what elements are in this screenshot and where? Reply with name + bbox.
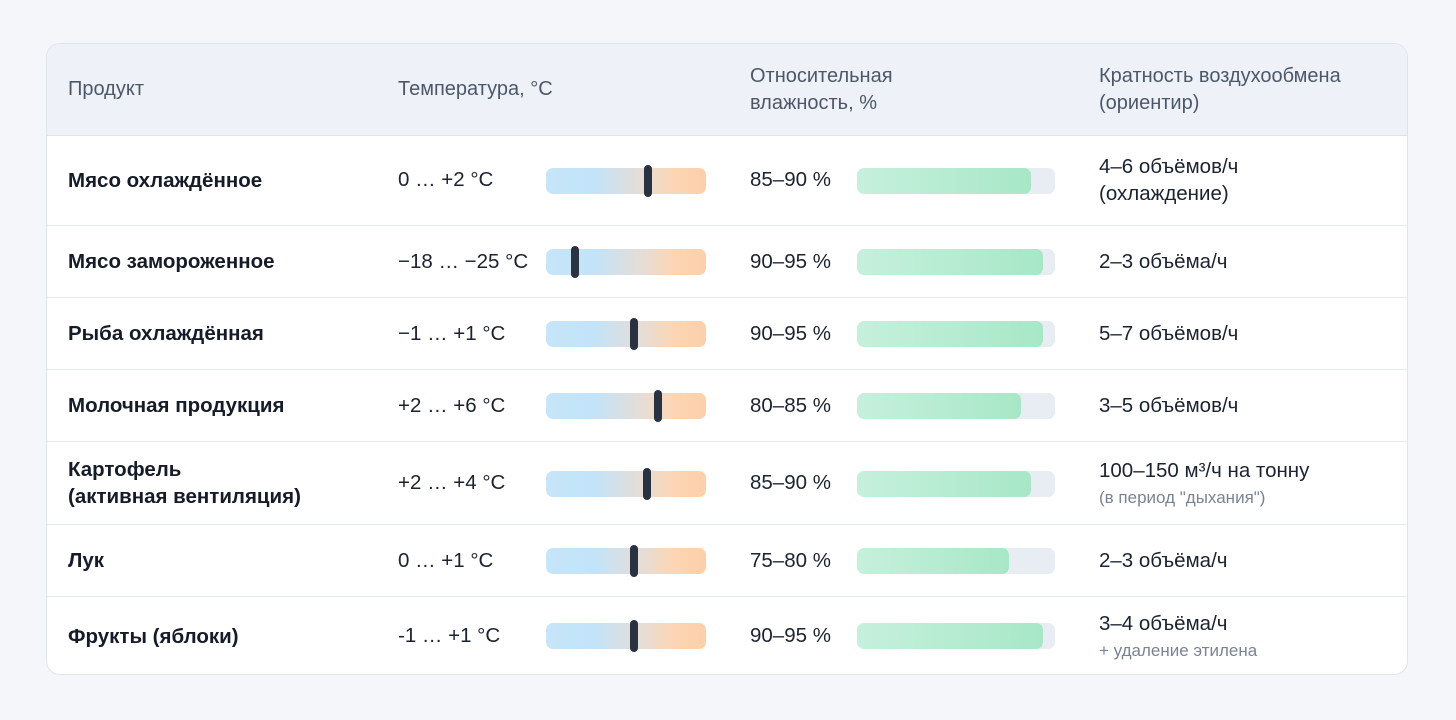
air-exchange-value: 5–7 объёмов/ч <box>1099 322 1239 345</box>
humidity-bar-fill <box>857 321 1044 347</box>
humidity-range: 90–95 % <box>750 624 831 647</box>
temperature-marker <box>654 390 662 422</box>
temperature-marker <box>570 246 579 278</box>
temperature-cell <box>47 135 1407 225</box>
temperature-range: +2 … +6 °С <box>398 393 506 417</box>
air-exchange-cell: 3–4 объёма/ч + удаление этилена <box>1099 597 1258 674</box>
humidity-bar-fill <box>857 393 1022 419</box>
air-exchange-cell: 4–6 объёмов/ч (охлаждение) <box>1099 135 1238 225</box>
temperature-range: 0 … +2 °С <box>398 168 494 191</box>
humidity-cell <box>47 525 1407 596</box>
temperature-marker <box>630 545 638 577</box>
humidity-bar-fill <box>857 548 1010 574</box>
air-exchange-value: 2–3 объёма/ч <box>1099 549 1228 572</box>
storage-conditions-table: Продукт Температура, °С Относительная вл… <box>46 43 1408 675</box>
air-exchange-note: + удаление этилена <box>1099 641 1258 660</box>
header-temperature: Температура, °С <box>398 78 553 100</box>
temperature-range: +2 … +4 °С <box>398 471 506 494</box>
air-exchange-cell: 100–150 м³/ч на тонну (в период "дыхания… <box>1099 442 1309 524</box>
header-product: Продукт <box>68 78 144 100</box>
humidity-range: 90–95 % <box>750 321 831 345</box>
product-name: Рыба охлаждённая <box>68 322 264 345</box>
product-name: Мясо замороженное <box>68 250 275 273</box>
humidity-bar-track <box>857 393 1055 419</box>
temperature-marker <box>630 620 638 652</box>
humidity-bar-track <box>857 168 1055 194</box>
humidity-cell <box>47 135 1407 225</box>
air-exchange-cell: 3–5 объёмов/ч <box>1099 370 1238 441</box>
humidity-range: 75–80 % <box>750 548 831 572</box>
humidity-bar-track <box>857 623 1055 649</box>
temperature-cell <box>47 226 1407 297</box>
temperature-cell <box>47 298 1407 369</box>
temperature-range: 0 … +1 °С <box>398 548 494 572</box>
humidity-bar-fill <box>857 249 1044 275</box>
air-exchange-cell: 5–7 объёмов/ч <box>1099 298 1238 369</box>
humidity-cell <box>47 597 1407 674</box>
product-name: Фрукты (яблоки) <box>68 624 239 648</box>
humidity-bar-track <box>857 548 1055 574</box>
humidity-cell <box>47 370 1407 441</box>
table-row: Лук 0 … +1 °С 75–80 % 2–3 объёма/ч <box>47 525 1407 597</box>
air-exchange-cell: 2–3 объёма/ч <box>1099 525 1227 596</box>
humidity-bar-track <box>857 249 1055 275</box>
humidity-bar-fill <box>857 471 1032 497</box>
temperature-marker <box>644 165 653 197</box>
temperature-range: −18 … −25 °С <box>398 249 529 273</box>
product-name: Лук <box>68 549 105 572</box>
temperature-scale-bar <box>546 318 706 350</box>
temperature-range: -1 … +1 °С <box>398 624 501 647</box>
temperature-marker <box>630 318 638 350</box>
table-row: Молочная продукция +2 … +6 °С 80–85 % 3–… <box>47 370 1407 442</box>
temperature-scale-bar <box>546 468 706 500</box>
air-exchange-note: (в период "дыхания") <box>1099 488 1266 507</box>
table-row: Рыба охлаждённая −1 … +1 °С 90–95 % 5–7 … <box>47 298 1407 370</box>
temperature-range: −1 … +1 °С <box>398 321 506 345</box>
temperature-scale-bar <box>546 620 706 652</box>
humidity-range: 85–90 % <box>750 168 831 191</box>
humidity-bar-track <box>857 471 1055 497</box>
product-name: Картофель (активная вентиляция) <box>68 458 301 508</box>
table-row: Картофель (активная вентиляция) +2 … +4 … <box>47 442 1407 525</box>
air-exchange-value: 3–4 объёма/ч <box>1099 612 1228 635</box>
product-name: Молочная продукция <box>68 394 285 417</box>
temperature-scale-bar <box>546 246 706 278</box>
temperature-cell <box>47 442 1407 524</box>
table-row: Фрукты (яблоки) -1 … +1 °С 90–95 % 3–4 о… <box>47 597 1407 674</box>
temperature-scale-bar <box>546 390 706 422</box>
humidity-bar-fill <box>857 623 1044 649</box>
humidity-bar-track <box>857 321 1055 347</box>
table-header: Продукт Температура, °С Относительная вл… <box>47 44 1407 136</box>
humidity-bar-fill <box>857 168 1032 194</box>
table-row: Мясо охлаждённое 0 … +2 °С 85–90 % 4–6 о… <box>47 135 1407 226</box>
air-exchange-value: 100–150 м³/ч на тонну <box>1099 459 1310 482</box>
temperature-cell <box>47 597 1407 674</box>
temperature-marker <box>642 468 651 500</box>
humidity-range: 80–85 % <box>750 393 831 417</box>
header-humidity: Относительная влажность, % <box>750 64 893 114</box>
air-exchange-value: 2–3 объёма/ч <box>1099 250 1228 273</box>
humidity-cell <box>47 226 1407 297</box>
table-row: Мясо замороженное −18 … −25 °С 90–95 % 2… <box>47 226 1407 298</box>
humidity-cell <box>47 442 1407 524</box>
temperature-cell <box>47 525 1407 596</box>
temperature-cell <box>47 370 1407 441</box>
humidity-range: 90–95 % <box>750 249 831 273</box>
humidity-range: 85–90 % <box>750 471 831 494</box>
air-exchange-value: 4–6 объёмов/ч (охлаждение) <box>1099 155 1239 205</box>
air-exchange-cell: 2–3 объёма/ч <box>1099 226 1227 297</box>
humidity-cell <box>47 298 1407 369</box>
temperature-scale-bar <box>546 165 706 197</box>
header-air-exchange: Кратность воздухообмена (ориентир) <box>1099 64 1341 114</box>
temperature-scale-bar <box>546 545 706 577</box>
product-name: Мясо охлаждённое <box>68 168 263 192</box>
air-exchange-value: 3–5 объёмов/ч <box>1099 394 1239 417</box>
